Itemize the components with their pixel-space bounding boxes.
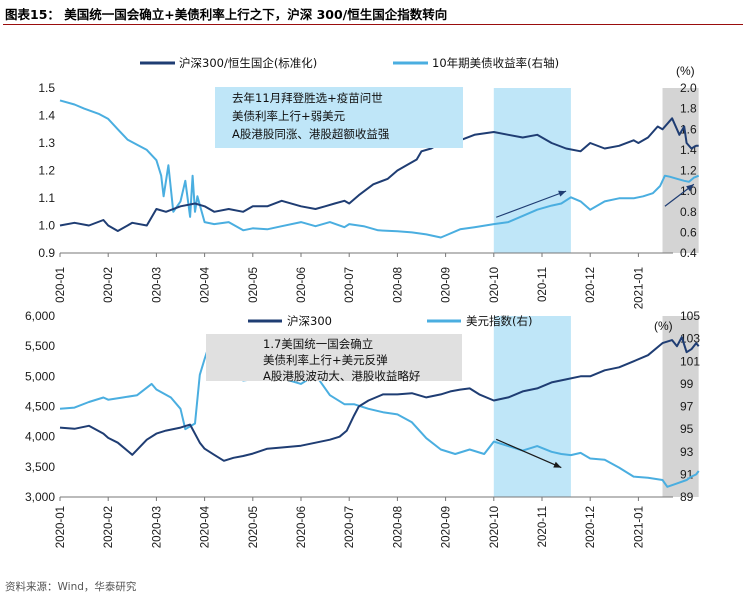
callout-line: 去年11月拜登胜选+疫苗问世: [232, 91, 383, 105]
legend-label: 沪深300/恒生国企(标准化): [179, 56, 317, 70]
y-left-tick-label: 4,500: [25, 400, 55, 414]
series-line-ratio: [59, 117, 699, 232]
x-tick-label: 2021-01: [633, 267, 645, 309]
panel-bottom: 6,000 5,500 5,000 4,500 4,000 3,500 3,000 105 10…: [25, 309, 700, 548]
callout-line: 1.7美国统一国会确立: [263, 337, 373, 351]
x-tick-label: 2020-04: [200, 505, 212, 548]
trend-arrow-head: [686, 184, 694, 192]
x-tick-label: 2020-09: [441, 506, 453, 548]
y-right-unit-label: (%): [676, 64, 695, 78]
x-tick-label: 020-06: [296, 267, 308, 303]
trend-arrow-head: [558, 190, 567, 197]
panel-top: 1.51.41.31.21.11.00.92.01.81.61.41.21.00…: [38, 56, 700, 309]
y-right-tick-label: 0.4: [680, 246, 697, 260]
y-left-tick-label: 5,000: [25, 369, 55, 383]
highlight-band: [493, 316, 571, 497]
callout-line: A股港股波动大、港股收益略好: [263, 369, 421, 383]
y-left-tick-label: 6,000: [25, 309, 55, 323]
y-right-tick-label: 2.0: [680, 81, 697, 95]
x-tick-label: 2020-08: [392, 506, 404, 548]
y-right-tick-label: 0.6: [680, 225, 697, 239]
y-right-tick-label: 95: [680, 422, 694, 436]
y-right-tick-label: 1.4: [680, 143, 697, 157]
callout-box: [215, 87, 463, 148]
x-tick-label: 020-09: [441, 267, 453, 303]
series-line-dxy: [59, 343, 700, 488]
gray-band: [662, 88, 699, 253]
y-right-tick-label: 105: [680, 309, 700, 323]
x-tick-label: 2020-02: [103, 506, 115, 548]
x-tick-label: 020-12: [585, 267, 597, 303]
x-tick-label: 020-02: [103, 267, 115, 303]
x-tick-label: 2020-05: [248, 506, 260, 548]
highlight-band: [493, 88, 571, 253]
callout-box: [206, 334, 462, 381]
x-tick-label: 020-03: [151, 267, 163, 303]
series-line-yield: [59, 99, 700, 239]
y-right-tick-label: 97: [680, 400, 694, 414]
y-right-tick-label: 1.8: [680, 102, 697, 116]
x-tick-label: 020-05: [248, 267, 260, 303]
x-tick-label: 020-01: [55, 267, 67, 303]
x-tick-label: 020-04: [200, 266, 212, 302]
callout-line: 美债利率上行+弱美元: [232, 109, 346, 123]
y-right-tick-label: 103: [680, 332, 700, 346]
y-left-tick-label: 5,500: [25, 339, 55, 353]
x-tick-label: 2020-06: [296, 506, 308, 548]
x-tick-label: 2020-01: [55, 506, 67, 548]
x-tick-label: 2021-01: [633, 506, 645, 548]
y-right-tick-label: 1.0: [680, 184, 697, 198]
title-rule: [3, 24, 743, 25]
y-left-tick-label: 1.1: [38, 191, 55, 205]
callout-line: A股港股同涨、港股超额收益强: [232, 127, 390, 141]
callout-line: 美债利率上行+美元反弹: [263, 353, 388, 367]
y-left-tick-label: 0.9: [38, 246, 55, 260]
legend-label: 沪深300: [287, 314, 332, 328]
y-right-tick-label: 101: [680, 354, 700, 368]
y-right-tick-label: 1.2: [680, 164, 697, 178]
y-right-unit-label: (%): [654, 319, 673, 333]
trend-arrow-head: [553, 461, 562, 468]
source-note: 资料来源：Wind，华泰研究: [5, 581, 137, 593]
y-left-tick-label: 1.4: [38, 109, 55, 123]
legend-label: 10年期美债收益率(右轴): [432, 56, 559, 70]
x-tick-label: 020-08: [392, 267, 404, 303]
x-tick-label: 2020-11: [537, 506, 549, 547]
y-left-tick-label: 1.0: [38, 219, 55, 233]
y-left-tick-label: 3,000: [25, 490, 55, 504]
trend-arrow-line: [495, 190, 567, 218]
y-left-tick-label: 1.2: [38, 164, 55, 178]
x-tick-label: 2020-03: [151, 506, 163, 548]
trend-arrow-line: [495, 438, 562, 469]
y-right-tick-label: 93: [680, 445, 694, 459]
x-tick-label: 020-11: [537, 267, 549, 302]
y-right-tick-label: 0.8: [680, 205, 697, 219]
x-tick-label: 020-07: [344, 267, 356, 303]
y-left-tick-label: 1.5: [38, 81, 55, 95]
y-left-tick-label: 4,000: [25, 430, 55, 444]
figure-title: 图表15： 美国统一国会确立+美债利率上行之下，沪深 300/恒生国企指数转向: [5, 7, 448, 22]
x-tick-label: 2020-12: [585, 506, 597, 548]
x-tick-label: 2020-07: [344, 506, 356, 548]
y-right-tick-label: 89: [680, 490, 694, 504]
y-right-tick-label: 99: [680, 377, 694, 391]
y-left-tick-label: 3,500: [25, 460, 55, 474]
legend-label: 美元指数(右): [466, 314, 532, 328]
y-left-tick-label: 1.3: [38, 136, 55, 150]
x-tick-label: 020-10: [489, 267, 501, 303]
series-line-hs300: [59, 336, 700, 462]
x-tick-label: 2020-10: [489, 506, 501, 548]
